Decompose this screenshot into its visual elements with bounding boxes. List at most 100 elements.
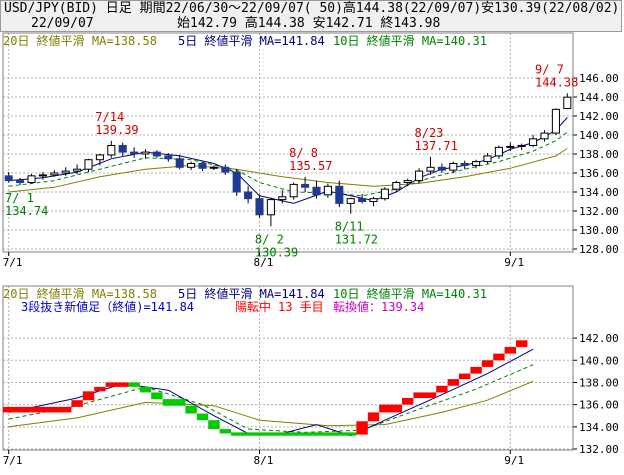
renko-brick: [379, 404, 402, 413]
x-tick-label: 7/1: [3, 256, 23, 269]
renko-brick: [436, 385, 448, 393]
renko-brick: [139, 386, 152, 393]
candle-body: [232, 171, 241, 193]
renko-reversal: 転換値：139.34: [333, 299, 424, 314]
renko-brick: [219, 429, 231, 434]
candle-body: [4, 175, 13, 182]
y-tick-label: 142.00: [579, 332, 619, 345]
annotation-date: 9/ 7: [535, 62, 564, 76]
x-tick-label: 8/1: [254, 256, 274, 269]
annotation-value: 137.71: [415, 139, 458, 153]
y-tick-label: 136.00: [579, 399, 619, 412]
candle-body: [107, 144, 116, 156]
candle-body: [187, 163, 196, 168]
candle-body: [380, 188, 389, 200]
legend-ma10: 10日 終値平滑 MA=140.31: [333, 33, 487, 48]
candle-body: [415, 170, 424, 182]
y-tick-label: 132.00: [579, 205, 619, 218]
candle-body: [16, 180, 25, 184]
renko-brick: [367, 412, 380, 422]
candle-body: [301, 183, 310, 188]
candle-body: [118, 144, 127, 153]
y-tick-label: 142.00: [579, 110, 619, 123]
candle-body: [323, 185, 332, 196]
candle-body: [175, 158, 184, 168]
candle-body: [403, 180, 412, 184]
renko-brick: [413, 392, 437, 398]
candle-body: [312, 186, 321, 196]
renko-brick: [105, 382, 129, 387]
annotation-value: 130.39: [255, 245, 298, 259]
ma20-line: [8, 148, 568, 193]
x-tick-label: 7/1: [3, 454, 23, 467]
annotation-date: 7/14: [95, 110, 124, 124]
candle-body: [266, 199, 275, 216]
renko-brick: [493, 353, 505, 361]
legend-ma10: 10日 終値平滑 MA=140.31: [333, 286, 487, 301]
x-tick-label: 8/1: [254, 454, 274, 467]
x-tick-label: 9/1: [504, 256, 524, 269]
renko-brick: [504, 346, 516, 354]
renko-brick: [82, 391, 95, 401]
candle-body: [540, 132, 549, 140]
legend-ma20: 20日 終値平滑 MA=138.58: [3, 33, 157, 48]
y-tick-label: 146.00: [579, 72, 619, 85]
candle-body: [84, 159, 93, 170]
y-tick-label: 128.00: [579, 243, 619, 256]
renko-brick: [185, 405, 197, 414]
candle-body: [426, 166, 435, 172]
candle-body: [73, 168, 82, 172]
renko-status: 陽転中: [235, 299, 271, 314]
candle-body: [141, 151, 150, 155]
annotation-value: 144.38: [535, 75, 578, 89]
y-tick-label: 140.00: [579, 354, 619, 367]
candle-body: [164, 155, 173, 160]
renko-brick: [162, 399, 186, 406]
annotation-date: 8/11: [335, 220, 364, 234]
candle-body: [38, 174, 47, 177]
renko-brick: [459, 373, 471, 380]
annotation-date: 7/ 1: [5, 191, 34, 205]
candle-body: [95, 154, 104, 161]
candle-body: [221, 166, 230, 173]
candle-body: [563, 96, 572, 109]
candle-body: [494, 146, 503, 157]
candle-body: [358, 198, 367, 202]
candle-body: [449, 163, 458, 171]
candle-body: [346, 198, 355, 204]
y-tick-label: 132.00: [579, 443, 619, 456]
plot-frame: [2, 285, 574, 451]
annotation-date: 8/ 2: [255, 232, 284, 246]
ma20-line: [8, 380, 534, 428]
annotation-value: 134.74: [5, 204, 48, 218]
renko-brick: [71, 400, 83, 407]
candle-body: [209, 166, 218, 169]
renko-brick: [208, 420, 220, 430]
candle-body: [506, 145, 515, 148]
annotation-value: 139.39: [95, 123, 138, 137]
annotation-date: 8/ 8: [289, 146, 318, 160]
candle-body: [472, 161, 481, 166]
plot-frame: [2, 32, 574, 253]
renko-brick: [151, 392, 163, 400]
candle-body: [244, 191, 253, 200]
candle-body: [392, 182, 401, 190]
renko-brick: [402, 397, 414, 405]
legend-ma20: 20日 終値平滑 MA=138.58: [3, 286, 157, 301]
header-ohlc: 始142.79 高144.38 安142.71 終143.98: [177, 16, 441, 31]
candle-body: [61, 170, 70, 174]
annotation-date: 8/23: [415, 126, 444, 140]
candle-body: [437, 166, 446, 171]
legend-ma5: 5日 終値平滑 MA=141.84: [178, 33, 325, 48]
candle-body: [529, 138, 538, 146]
candle-body: [130, 151, 139, 155]
y-tick-label: 134.00: [579, 421, 619, 434]
renko-name: 3段抜き新値足（終値)=141.84: [21, 299, 194, 314]
candle-body: [278, 196, 287, 201]
renko-brick: [128, 382, 140, 387]
renko-brick: [481, 360, 494, 367]
candle-body: [483, 155, 492, 163]
y-tick-label: 138.00: [579, 148, 619, 161]
y-tick-label: 140.00: [579, 129, 619, 142]
